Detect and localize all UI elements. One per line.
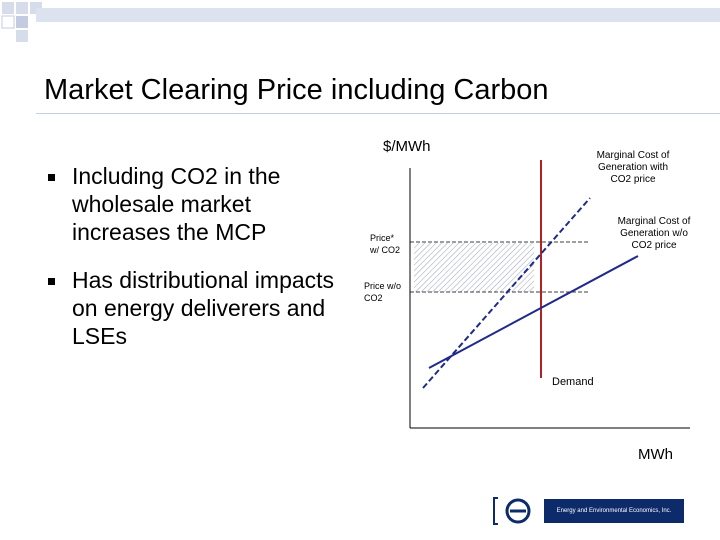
- demand-label: Demand: [552, 376, 594, 388]
- bullet-square-icon: [48, 278, 55, 285]
- x-axis-label: MWh: [638, 446, 673, 463]
- label-line: Price w/o: [364, 281, 402, 291]
- slide-title: Market Clearing Price including Carbon: [44, 74, 549, 106]
- label-line: CO2 price: [610, 174, 656, 185]
- company-logo: Energy and Environmental Economics, Inc.: [492, 496, 692, 526]
- label-line: Marginal Cost of: [596, 150, 670, 161]
- bullet-square-icon: [48, 174, 55, 181]
- price-with-co2-label: Price* w/ CO2: [370, 232, 400, 256]
- price-difference-area: [414, 243, 534, 292]
- bullet-item: Including CO2 in the wholesale market in…: [48, 162, 348, 246]
- bullet-text: Including CO2 in the wholesale market in…: [72, 163, 281, 245]
- label-line: CO2: [364, 293, 383, 303]
- label-line: Price*: [370, 233, 395, 243]
- y-axis-label: $/MWh: [383, 138, 431, 155]
- mc-with-co2-label: Marginal Cost of Generation with CO2 pri…: [583, 150, 683, 186]
- label-line: w/ CO2: [370, 245, 401, 255]
- label-line: Marginal Cost of: [617, 216, 691, 227]
- price-without-co2-label: Price w/o CO2: [364, 280, 401, 304]
- bullet-item: Has distributional impacts on energy del…: [48, 266, 348, 350]
- mc-without-co2-label: Marginal Cost of Generation w/o CO2 pric…: [604, 216, 704, 252]
- label-line: CO2 price: [631, 240, 677, 251]
- label-line: Generation with: [597, 162, 669, 173]
- label-line: Generation w/o: [620, 228, 688, 239]
- supply-without-co2-line: [428, 255, 639, 369]
- title-divider: [36, 113, 720, 114]
- header-bar: [36, 8, 720, 22]
- bullet-text: Has distributional impacts on energy del…: [72, 267, 335, 349]
- supply-with-co2-line: [422, 197, 591, 389]
- bullet-list: Including CO2 in the wholesale market in…: [48, 162, 348, 370]
- logo-text: Energy and Environmental Economics, Inc.: [544, 499, 684, 523]
- corner-decoration: [1, 2, 42, 42]
- e3-logo-icon: [493, 497, 531, 525]
